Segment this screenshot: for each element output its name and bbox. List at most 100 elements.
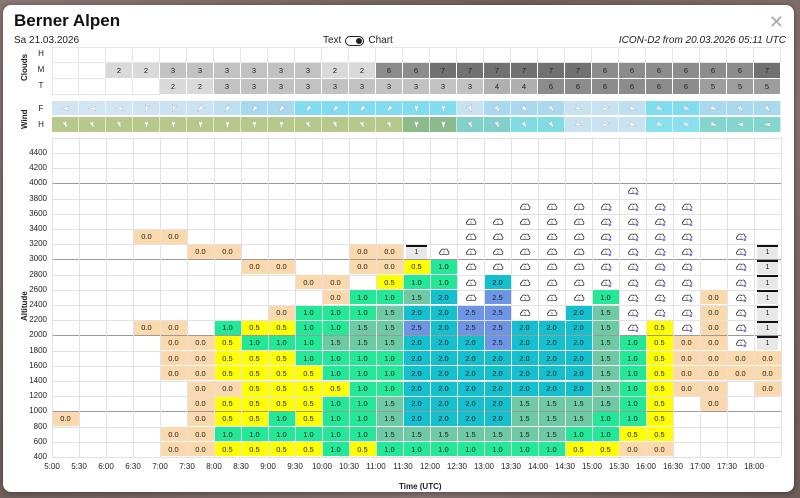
gridline-v xyxy=(619,137,620,457)
wind-arrow-icon xyxy=(114,104,124,113)
cloud-cell: 2 xyxy=(187,79,214,95)
cloud-precip-icon: 1 xyxy=(728,306,754,320)
climb-rate-cell: 0.0 xyxy=(160,442,187,457)
cloud-icon: 1 xyxy=(539,214,565,228)
climb-rate-cell: 1.5 xyxy=(376,396,403,411)
svg-text:1: 1 xyxy=(631,297,633,301)
svg-text:1: 1 xyxy=(550,312,552,316)
climb-rate-cell: 2.0 xyxy=(565,320,592,335)
climb-rate-cell: 0.5 xyxy=(241,320,268,335)
climb-rate-cell: 0.5 xyxy=(646,335,673,351)
climb-rate-cell: 2.5 xyxy=(484,305,511,320)
wind-cell xyxy=(160,101,187,116)
climb-rate-cell: 0.5 xyxy=(241,442,268,457)
gridline-v xyxy=(52,137,53,457)
climb-rate-cell: 1.0 xyxy=(295,335,322,351)
cloud-precip-icon: 1 xyxy=(647,214,673,228)
climb-rate-cell: 1.5 xyxy=(511,396,538,411)
wind-arrow-icon xyxy=(88,119,97,129)
climb-rate-cell: 0.0 xyxy=(700,366,727,381)
wind-arrow-icon xyxy=(412,120,421,129)
climb-rate-cell: 0.0 xyxy=(727,351,754,366)
gridline-v xyxy=(511,137,512,457)
x-axis-title: Time (UTC) xyxy=(399,482,442,491)
wind-cell xyxy=(511,117,538,132)
wind-cell xyxy=(457,101,484,116)
climb-rate-cell: 1.0 xyxy=(376,381,403,396)
climb-rate-cell: 2.0 xyxy=(538,366,565,381)
x-tick-label: 11:00 xyxy=(366,462,386,471)
climb-rate-cell: 0.5 xyxy=(646,381,673,396)
cloud-cell: 2 xyxy=(349,63,376,79)
cloud-precip-icon: 1 xyxy=(728,260,754,274)
wind-cell xyxy=(52,117,79,132)
svg-text:1: 1 xyxy=(739,312,741,316)
cloud-cell xyxy=(484,47,511,63)
wind-arrow-icon xyxy=(385,119,394,129)
climb-rate-cell: 1.0 xyxy=(349,290,376,305)
climb-rate-cell: 0.0 xyxy=(700,396,727,411)
climb-rate-cell: 2.0 xyxy=(403,335,430,351)
cloud-base-box: 1 xyxy=(757,320,778,335)
wind-cell xyxy=(592,117,619,132)
wind-cell xyxy=(79,101,106,116)
cloud-icon: 1 xyxy=(485,230,511,244)
gridline-v xyxy=(457,137,458,457)
svg-text:1: 1 xyxy=(631,236,633,240)
cloud-base-box: 1 xyxy=(757,305,778,320)
y-tick-label: 3000 xyxy=(29,254,47,264)
svg-text:1: 1 xyxy=(685,221,687,225)
climb-rate-cell: 0.0 xyxy=(187,351,214,366)
climb-rate-cell: 0.0 xyxy=(160,229,187,244)
cloud-cell xyxy=(322,47,349,63)
x-tick-label: 9:30 xyxy=(287,462,303,471)
cloud-icon: 1 xyxy=(566,275,592,289)
cloud-cell xyxy=(214,47,241,63)
cloud-precip-icon: 1 xyxy=(593,214,619,228)
climb-rate-cell: 0.0 xyxy=(700,290,727,305)
cloud-icon: 1 xyxy=(566,290,592,304)
climb-rate-cell: 0.5 xyxy=(241,351,268,366)
cloud-precip-icon: 1 xyxy=(728,336,754,350)
climb-rate-cell: 1.5 xyxy=(538,396,565,411)
wind-arrow-icon xyxy=(493,119,502,129)
cloud-cell xyxy=(754,47,781,63)
climb-rate-cell: 1.5 xyxy=(376,320,403,335)
climb-rate-cell: 0.0 xyxy=(700,320,727,335)
climb-rate-cell: 2.0 xyxy=(511,366,538,381)
cloud-precip-icon: 1 xyxy=(728,321,754,335)
climb-rate-cell: 1.0 xyxy=(349,305,376,320)
wind-arrow-icon xyxy=(681,120,691,129)
wind-arrow-icon xyxy=(573,104,583,113)
cloud-icon: 1 xyxy=(512,230,538,244)
climb-rate-cell: 0.5 xyxy=(241,411,268,427)
view-toggle[interactable]: Text Chart xyxy=(323,35,393,46)
wind-axis-label: Wind xyxy=(20,109,29,129)
svg-text:1: 1 xyxy=(631,190,633,194)
svg-text:1: 1 xyxy=(469,251,471,255)
cloud-precip-icon: 1 xyxy=(674,245,700,259)
svg-text:1: 1 xyxy=(550,266,552,270)
close-icon[interactable]: ✕ xyxy=(768,12,784,32)
svg-text:1: 1 xyxy=(604,221,606,225)
climb-rate-cell: 1.5 xyxy=(430,427,457,442)
toggle-switch[interactable] xyxy=(345,35,365,46)
cloud-cell xyxy=(106,79,133,95)
cloud-precip-icon: 1 xyxy=(728,290,754,304)
cloud-precip-icon: 1 xyxy=(647,199,673,213)
cloud-cell: 3 xyxy=(376,79,403,95)
wind-row-label-f: F xyxy=(38,104,44,113)
climb-rate-cell: 2.5 xyxy=(457,305,484,320)
climb-rate-cell: 1.0 xyxy=(430,259,457,275)
cloud-cell xyxy=(376,47,403,63)
climb-rate-cell: 1.0 xyxy=(349,366,376,381)
svg-text:1: 1 xyxy=(739,266,741,270)
climb-rate-cell: 0.0 xyxy=(646,442,673,457)
climb-rate-cell: 0.5 xyxy=(646,351,673,366)
cloud-cell xyxy=(538,47,565,63)
climb-rate-cell: 2.0 xyxy=(457,366,484,381)
climb-rate-cell: 2.0 xyxy=(565,366,592,381)
wind-arrow-icon xyxy=(169,103,178,113)
climb-rate-cell: 2.0 xyxy=(484,275,511,290)
climb-rate-cell: 1.5 xyxy=(592,366,619,381)
